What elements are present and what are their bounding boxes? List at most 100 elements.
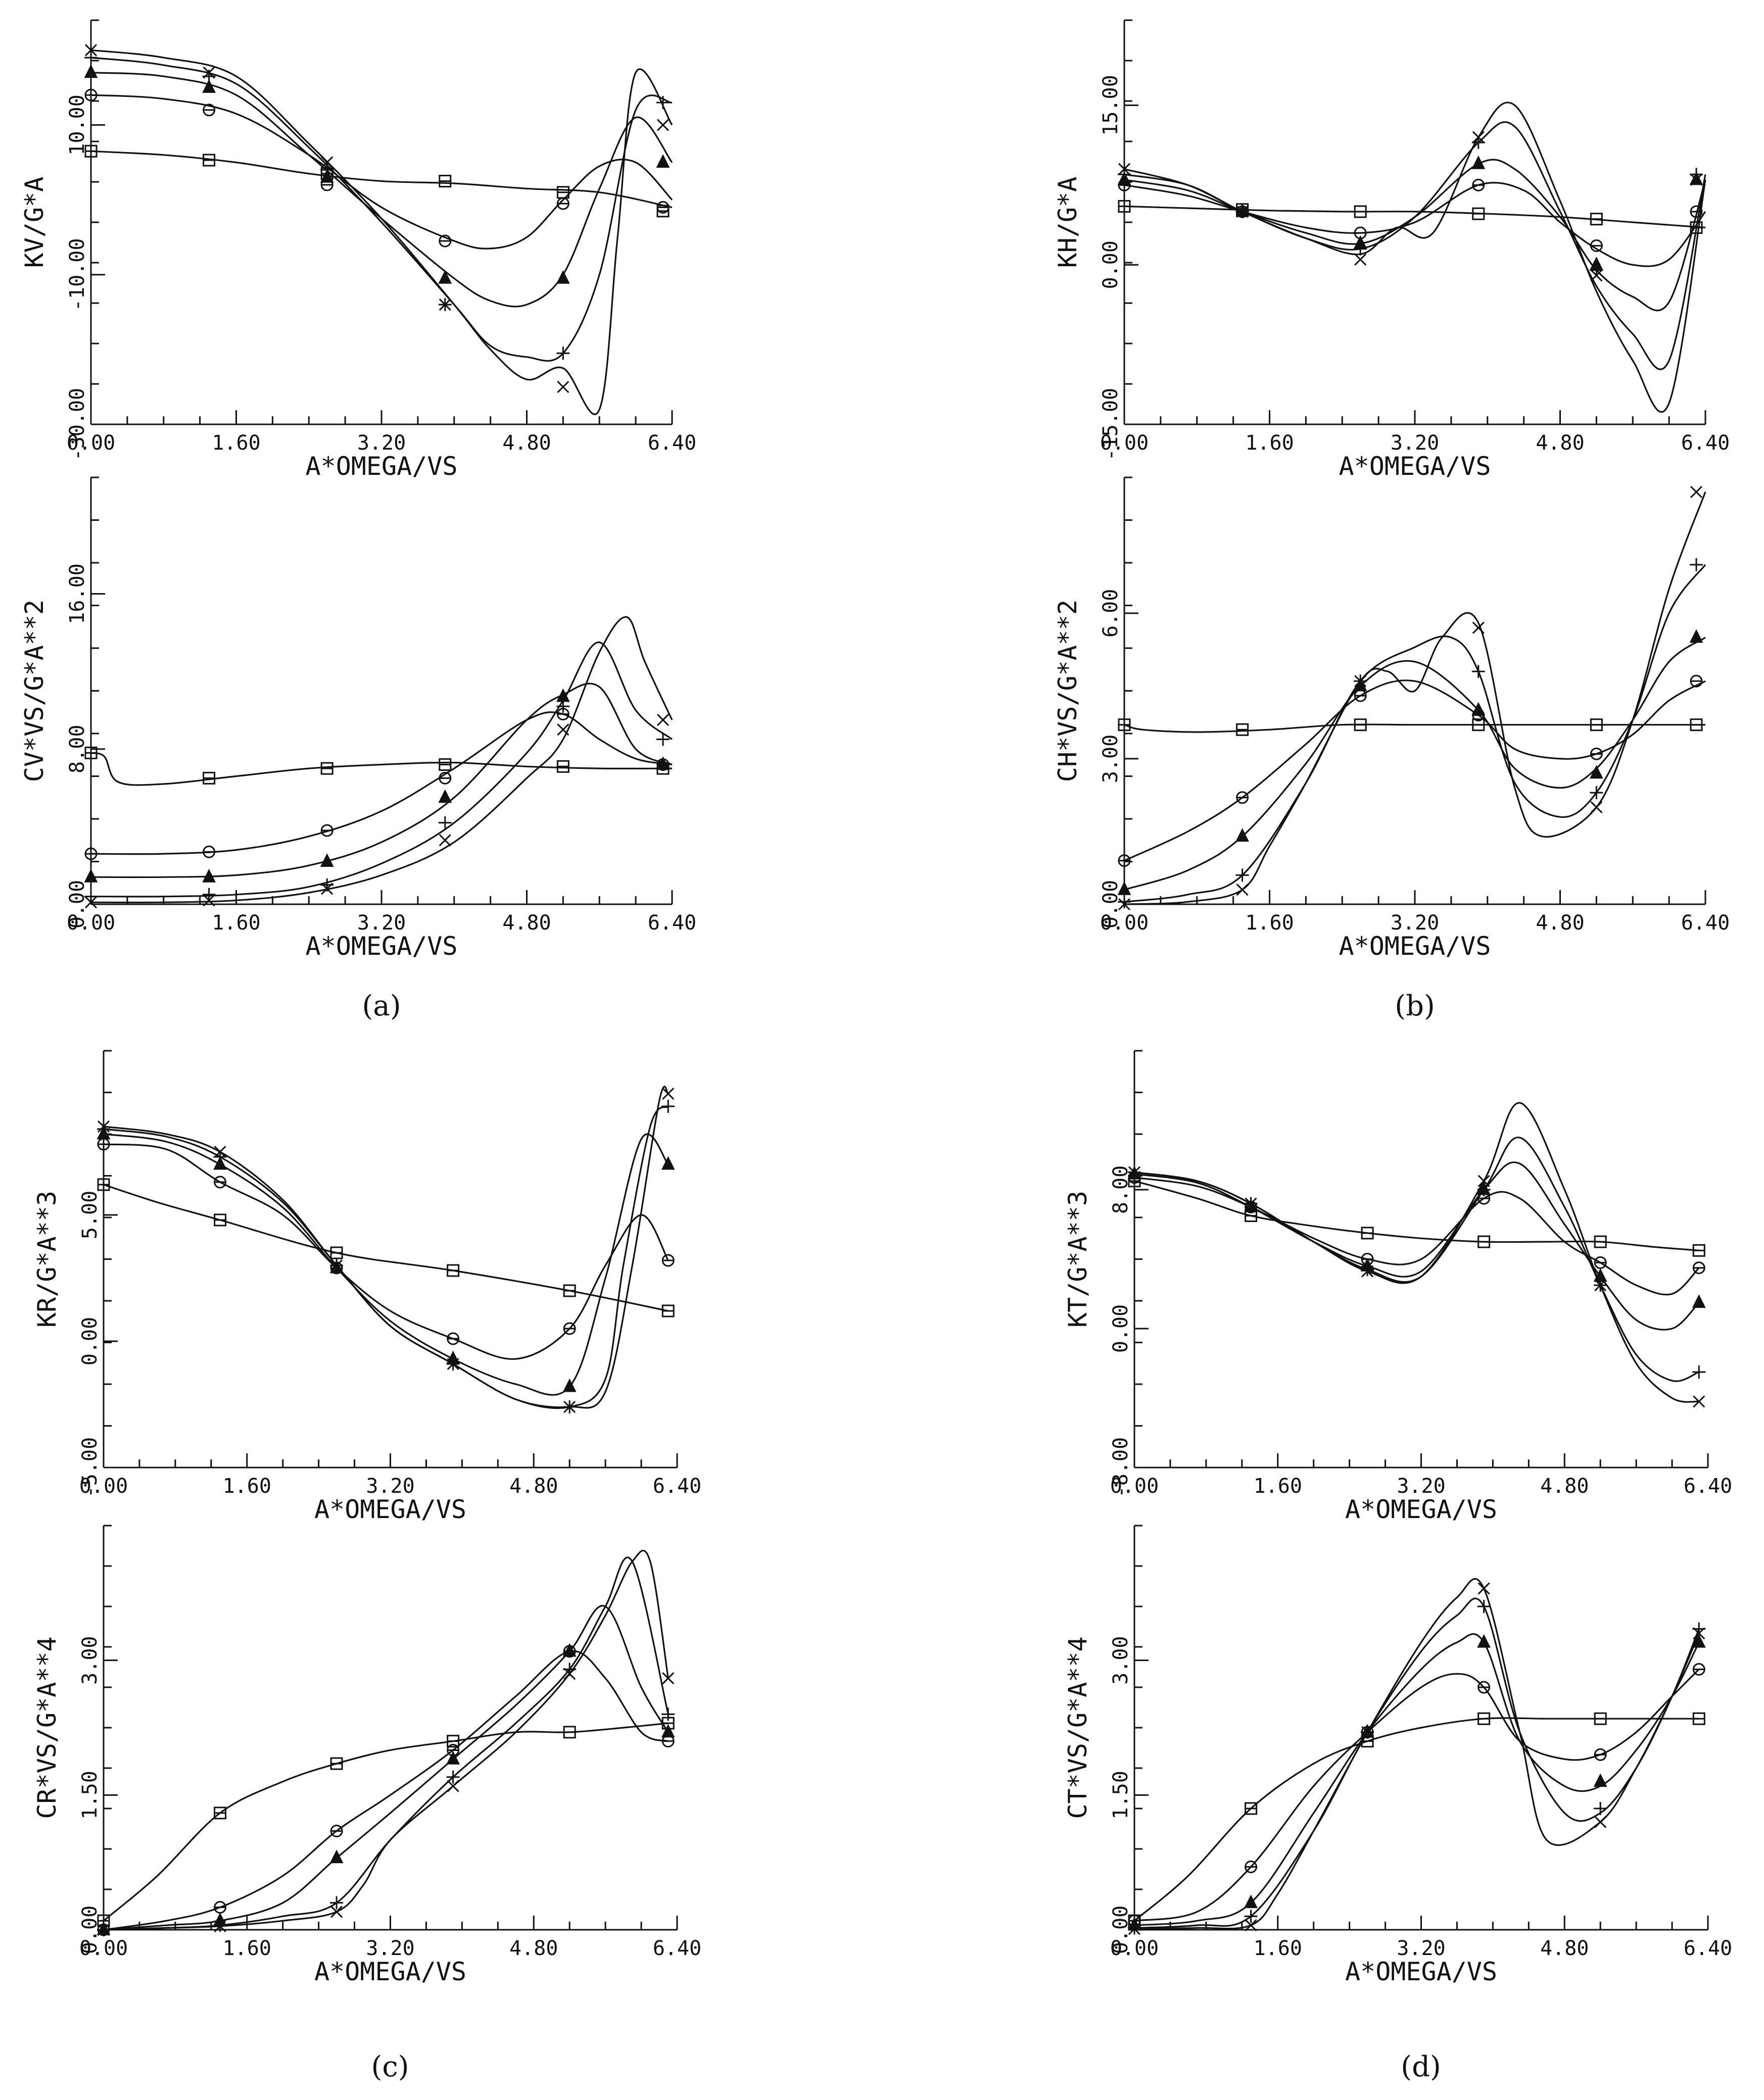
axes [1123, 19, 1706, 425]
triangle-marker [661, 1156, 675, 1170]
plus-marker [446, 1770, 460, 1784]
cross-marker [1472, 621, 1485, 634]
cross-marker [1690, 485, 1703, 498]
triangle-marker [202, 868, 216, 883]
y-axis-label: CV*VS/G*A**2 [20, 600, 49, 782]
cross-marker [656, 119, 670, 131]
cross-marker [1236, 205, 1249, 218]
y-tick-label: -30.00 [66, 388, 89, 461]
y-axis-label: KT/G*A**3 [1063, 1191, 1092, 1328]
x-tick-label: 1.60 [223, 1937, 271, 1960]
triangle-marker [1235, 828, 1250, 842]
y-tick-label: -8.00 [1109, 1437, 1132, 1498]
x-tick-label: 4.80 [509, 1475, 558, 1498]
cross-marker [330, 1259, 343, 1272]
triangle-marker [320, 853, 334, 867]
y-axis-label: KH/G*A [1053, 177, 1082, 268]
cross-marker [321, 883, 333, 895]
cross-marker [214, 1145, 226, 1158]
series-triangle [1127, 1633, 1706, 1931]
series-line-plus [1124, 121, 1706, 370]
series-line-triangle [1134, 1633, 1700, 1926]
triangle-marker [1117, 881, 1131, 895]
triangle-marker [84, 64, 98, 78]
y-axis-label: KR/G*A**3 [32, 1191, 62, 1328]
x-tick-label: 4.80 [502, 911, 551, 935]
x-tick-label: 6.40 [1684, 1937, 1732, 1960]
series-cross [1118, 102, 1706, 413]
series-cross [1128, 1102, 1705, 1408]
series-line-triangle [90, 72, 673, 308]
x-axis-label: A*OMEGA/VS [1339, 452, 1491, 481]
x-tick-label: 4.80 [1536, 431, 1584, 455]
cross-marker [1590, 269, 1603, 282]
chart-kr: 0.00 1.60 3.20 4.80 6.40-5.000.005.00A*OMEGA… [32, 1050, 701, 1524]
plus-marker [202, 888, 216, 901]
cross-marker [84, 896, 98, 909]
triangle-marker [1471, 155, 1486, 169]
x-tick-label: 1.60 [212, 431, 260, 455]
series-line-cross [1134, 1578, 1700, 1930]
x-tick-label: 4.80 [1540, 1937, 1589, 1960]
axes [1133, 1050, 1709, 1469]
series-triangle [84, 682, 673, 883]
series-cross [1118, 485, 1706, 911]
series-square [1118, 200, 1706, 234]
y-tick-label: 1.50 [1109, 1771, 1132, 1819]
cross-marker [203, 894, 215, 907]
triangle-marker [202, 79, 216, 93]
plus-marker [97, 1122, 110, 1136]
series-line-cross [103, 1549, 669, 1931]
series-cross [1128, 1578, 1705, 1935]
cross-marker [1590, 801, 1603, 814]
triangle-marker [1689, 629, 1703, 643]
triangle-marker [661, 1724, 675, 1738]
series-line-cross [90, 616, 673, 904]
series-line-cross [1124, 492, 1706, 905]
series-square [97, 1717, 675, 1927]
x-tick-label: 6.40 [1681, 431, 1730, 455]
x-tick-label: 1.60 [223, 1475, 271, 1498]
x-axis-label: A*OMEGA/VS [1339, 932, 1491, 961]
x-tick-label: 6.40 [653, 1937, 701, 1960]
y-tick-label: -5.00 [78, 1437, 102, 1498]
series-circle [97, 1645, 675, 1936]
y-tick-label: 0.00 [66, 880, 89, 929]
x-tick-label: 3.20 [1397, 1475, 1445, 1498]
cross-marker [447, 1357, 459, 1371]
x-tick-label: 1.60 [1245, 431, 1294, 455]
cross-marker [1594, 1279, 1607, 1292]
x-tick-label: 3.20 [357, 431, 406, 455]
chart-cr: 0.00 1.60 3.20 4.80 6.400.001.503.00A*OMEGA/… [32, 1525, 701, 1986]
y-tick-label: 0.00 [78, 1317, 102, 1365]
series-line-cross [90, 49, 673, 415]
x-tick-label: 1.60 [212, 911, 260, 935]
plus-marker [1235, 868, 1249, 882]
cross-marker [1472, 131, 1485, 143]
cross-marker [563, 1668, 576, 1680]
y-tick-label: 0.00 [1109, 1304, 1132, 1353]
y-tick-label: 0.00 [1099, 880, 1122, 929]
cross-marker [97, 1923, 110, 1936]
plus-marker [1692, 1365, 1706, 1379]
y-tick-label: 1.50 [78, 1771, 102, 1819]
plus-marker [1118, 895, 1131, 909]
plus-marker [330, 1896, 344, 1910]
series-line-triangle [90, 682, 673, 878]
x-tick-label: 3.20 [366, 1475, 414, 1498]
y-tick-label: 3.00 [1099, 735, 1122, 783]
axes [103, 1050, 678, 1469]
cross-marker [656, 714, 670, 726]
series-circle [84, 88, 673, 250]
plus-marker [556, 347, 570, 360]
plus-marker [656, 732, 670, 746]
triangle-marker [562, 1643, 577, 1657]
plus-marker [84, 890, 98, 903]
cross-marker [1118, 163, 1131, 175]
plus-marker [1590, 786, 1603, 800]
series-line-square [1124, 723, 1705, 733]
x-tick-label: 1.60 [1254, 1475, 1302, 1498]
axes [90, 476, 673, 905]
cross-marker [662, 1087, 675, 1100]
